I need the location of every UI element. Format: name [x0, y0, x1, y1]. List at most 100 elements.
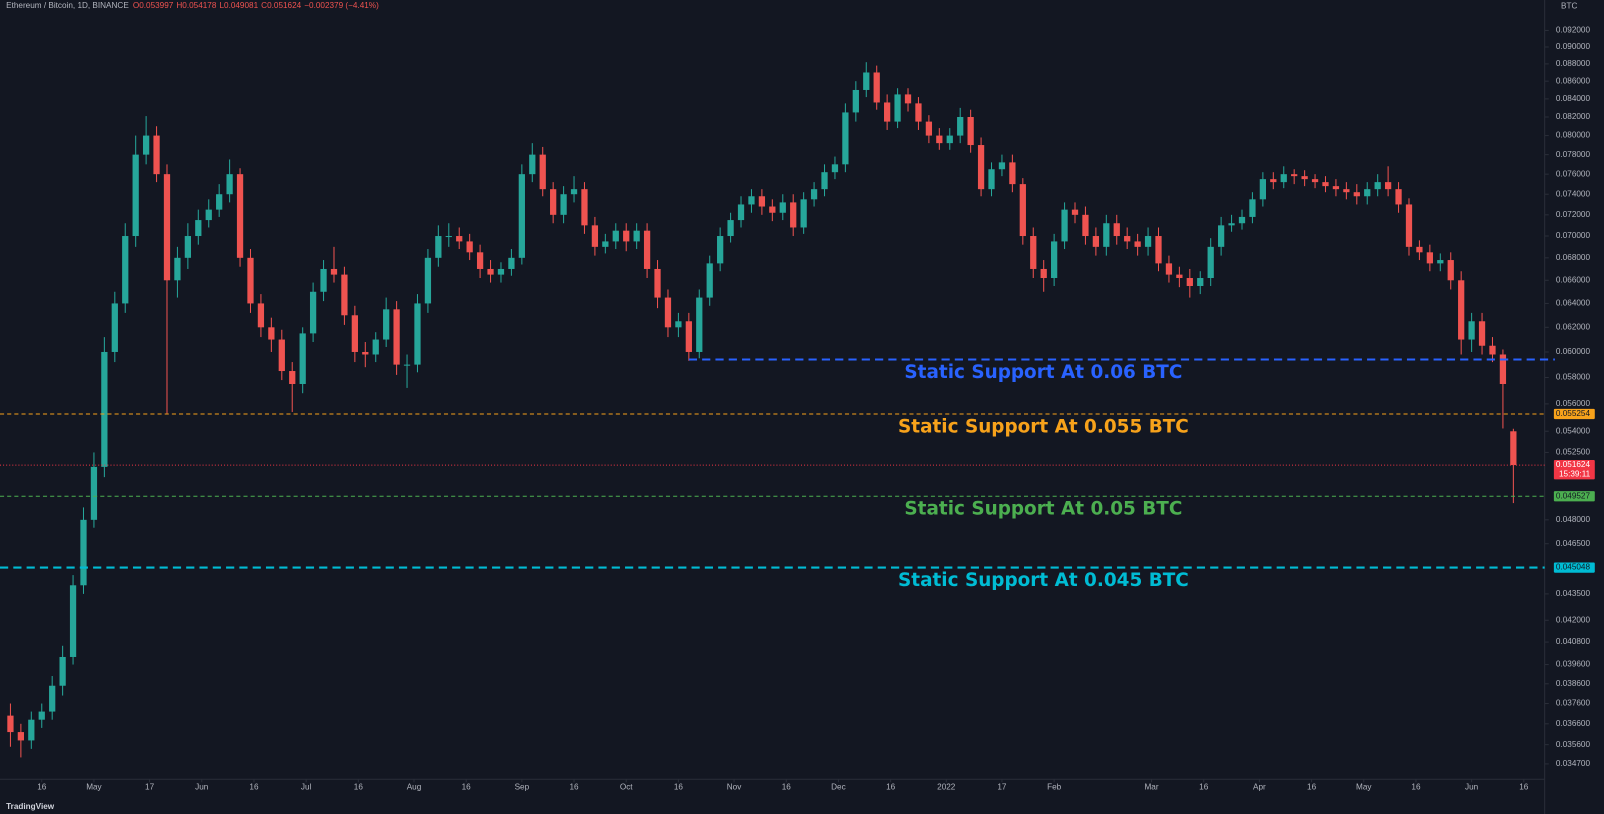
candle-body [936, 135, 943, 144]
candle-body [591, 225, 599, 247]
candle-body [1311, 179, 1319, 183]
candle-body [90, 466, 98, 520]
candle-body [884, 102, 891, 122]
candle-body [1447, 260, 1454, 281]
candle-body [581, 189, 588, 226]
y-tick-label: 0.078000 [1556, 150, 1591, 159]
candle-body [1092, 236, 1100, 247]
y-tick-label: 0.038600 [1556, 679, 1591, 688]
candle-body [80, 519, 87, 586]
candle-body [466, 241, 473, 253]
candle-body [1144, 236, 1152, 247]
candle-body [685, 321, 692, 352]
price-tag [1553, 408, 1595, 420]
y-tick-label: 0.056000 [1556, 399, 1591, 408]
symbol: Ethereum / Bitcoin, 1D, BINANCE [6, 1, 129, 10]
candle-body [904, 94, 912, 104]
candle-body [664, 297, 672, 328]
y-tick-label: 0.084000 [1556, 94, 1591, 103]
x-tick-label: Jun [1465, 783, 1479, 792]
x-tick-label: Nov [727, 783, 742, 792]
candle-body [122, 236, 129, 304]
candle-body [49, 685, 56, 712]
candle-body [216, 194, 223, 210]
price-tag [1553, 491, 1595, 502]
x-tick-label: May [1356, 783, 1372, 792]
x-tick-label: May [86, 783, 102, 792]
y-tick-label: 0.035600 [1556, 740, 1591, 749]
x-tick-label: 16 [462, 783, 472, 792]
x-tick-label: 16 [249, 783, 259, 792]
candle-body [205, 209, 212, 221]
candle-body [800, 199, 807, 228]
x-tick-label: Mar [1145, 783, 1159, 792]
candle-body [810, 189, 818, 200]
candle-body [476, 252, 484, 269]
brand: TradingView [6, 802, 55, 811]
x-tick-label: 17 [997, 783, 1007, 792]
symbol-legend: Ethereum / Bitcoin, 1D, BINANCE O0.053997… [6, 1, 379, 10]
candle-body [456, 236, 463, 242]
candle-body [38, 711, 45, 720]
candle-body [612, 230, 619, 242]
candle-body [174, 257, 181, 281]
candle-body [101, 351, 108, 467]
x-tick-label: 16 [782, 783, 792, 792]
candle-body [1270, 179, 1277, 183]
candle-body [111, 303, 118, 352]
candle-body [7, 715, 14, 733]
candle-body [1343, 189, 1350, 193]
y-tick-label: 0.066000 [1556, 275, 1591, 284]
candle-body [769, 206, 776, 213]
x-tick-label: Oct [620, 783, 633, 792]
candle-body [894, 94, 901, 122]
y-tick-label: 0.082000 [1556, 112, 1591, 121]
candle-body [268, 327, 275, 340]
candle-body [1468, 321, 1475, 340]
candle-body [372, 339, 379, 355]
candle-body [508, 257, 515, 269]
candle-body [1124, 236, 1131, 242]
plot [7, 62, 1517, 758]
candle-body [560, 194, 567, 215]
candle-body [946, 135, 953, 144]
candle-body [163, 174, 171, 281]
candle-body [1499, 354, 1507, 384]
candle-body [1249, 199, 1256, 217]
x-tick-label: 16 [1199, 783, 1209, 792]
y-tick-label: 0.064000 [1556, 299, 1591, 308]
x-tick-label: 16 [674, 783, 684, 792]
x-tick-label: 16 [1307, 783, 1317, 792]
candle-body [309, 291, 317, 334]
candle-body [142, 135, 150, 155]
x-tick-label: 2022 [937, 783, 956, 792]
candle-body [383, 309, 390, 340]
candle-body [1426, 252, 1433, 264]
support-label: Static Support At 0.045 BTC [898, 570, 1189, 591]
candle-body [1510, 431, 1517, 466]
candle-body [132, 154, 139, 237]
candle-body [717, 236, 724, 264]
candle-body [393, 309, 400, 365]
candle-body [247, 257, 254, 304]
candle-body [570, 189, 578, 195]
currency: BTC [1561, 1, 1577, 10]
candle-body [69, 585, 77, 657]
candle-body [1291, 174, 1298, 177]
candle-body [226, 174, 233, 195]
candle-body [236, 174, 244, 258]
candle-body [487, 268, 494, 275]
candle-body [967, 117, 974, 146]
y-tick-label: 0.034700 [1556, 759, 1591, 768]
candle-body [748, 196, 755, 205]
ohlc: C0.051624 [261, 1, 301, 10]
candle-body [779, 202, 786, 213]
candle-body [1405, 204, 1413, 247]
x-tick-label: Jun [195, 783, 209, 792]
candle-body [1353, 192, 1360, 197]
candle-body [1061, 209, 1068, 242]
candle-body [1416, 246, 1423, 253]
y-tick-label: 0.076000 [1556, 169, 1591, 178]
candle-body [696, 297, 703, 352]
